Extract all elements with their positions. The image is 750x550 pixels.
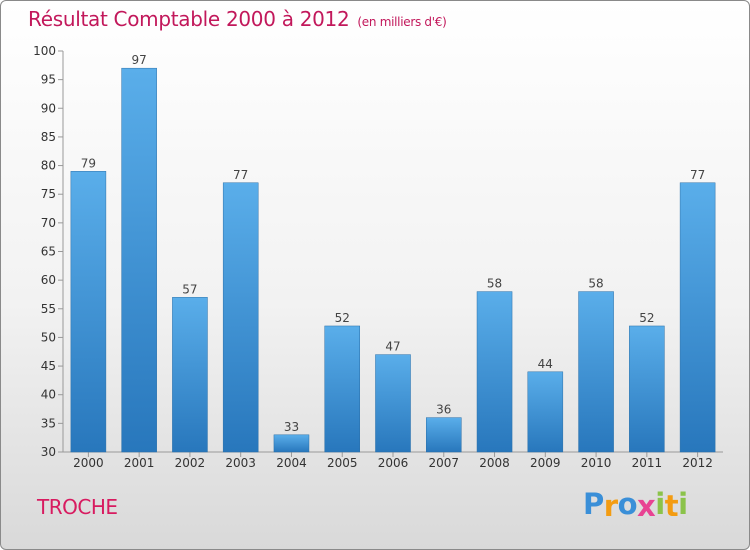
- value-label-2003: 77: [233, 168, 248, 182]
- chart-title-text: Résultat Comptable 2000 à 2012: [28, 7, 350, 31]
- bar-2003: [222, 182, 259, 453]
- x-tick-label: 2008: [479, 456, 510, 470]
- value-label-2000: 79: [81, 156, 96, 170]
- x-tick-label: 2007: [428, 456, 459, 470]
- x-tick-label: 2011: [632, 456, 663, 470]
- value-label-2001: 97: [132, 53, 147, 67]
- bar-2005: [324, 325, 360, 453]
- value-label-2012: 77: [690, 168, 705, 182]
- y-tick-label: 45: [41, 359, 56, 373]
- value-label-2004: 33: [284, 420, 299, 434]
- commune-name: TROCHE: [37, 495, 118, 519]
- y-tick-label: 100: [33, 44, 56, 58]
- bar-2000: [70, 171, 107, 453]
- value-label-2007: 36: [436, 403, 451, 417]
- value-label-2006: 47: [385, 340, 400, 354]
- value-label-2011: 52: [639, 311, 654, 325]
- y-tick-label: 95: [41, 73, 56, 87]
- proxiti-logo: Proxiti: [583, 487, 688, 523]
- bar-2002: [172, 297, 208, 453]
- y-tick-label: 70: [41, 216, 56, 230]
- chart-subtitle: (en milliers d'€): [357, 15, 447, 29]
- bar-2001: [121, 67, 157, 453]
- logo-letter: P: [583, 487, 604, 521]
- x-tick-label: 2012: [682, 456, 713, 470]
- y-tick-label: 60: [41, 273, 56, 287]
- value-label-2005: 52: [335, 311, 350, 325]
- chart-title: Résultat Comptable 2000 à 2012 (en millie…: [28, 7, 447, 31]
- value-label-2002: 57: [182, 282, 197, 296]
- y-tick-label: 40: [41, 388, 56, 402]
- logo-letter: r: [603, 489, 618, 523]
- bar-2004: [273, 434, 310, 453]
- chart-value-labels: 79 97 57 77 33 52 47 36 58 44 58 52 77: [81, 53, 706, 434]
- bar-2012: [679, 182, 716, 453]
- y-tick-label: 75: [41, 187, 56, 201]
- value-label-2010: 58: [588, 277, 603, 291]
- chart-axes: 30 35 40 45 50 55 60 65 70 75 80 85 90 95 100 2000 2001 2…: [33, 44, 723, 470]
- x-tick-label: 2006: [378, 456, 409, 470]
- x-tick-label: 2010: [581, 456, 612, 470]
- y-tick-label: 85: [41, 130, 56, 144]
- logo-letter: x: [637, 489, 656, 523]
- bar-2009: [527, 371, 564, 453]
- y-tick-label: 35: [41, 416, 56, 430]
- y-tick-label: 50: [41, 330, 56, 344]
- chart-bars: [70, 67, 716, 453]
- x-tick-label: 2003: [225, 456, 256, 470]
- x-tick-label: 2009: [530, 456, 561, 470]
- bar-2007: [426, 417, 462, 453]
- x-tick-label: 2004: [276, 456, 307, 470]
- bar-2008: [476, 291, 513, 453]
- x-tick-label: 2005: [327, 456, 358, 470]
- y-tick-label: 80: [41, 159, 56, 173]
- x-tick-label: 2000: [73, 456, 104, 470]
- y-tick-label: 30: [41, 445, 56, 459]
- logo-letter: t: [664, 489, 679, 523]
- x-tick-label: 2002: [175, 456, 206, 470]
- logo-letter: o: [617, 487, 638, 521]
- y-tick-label: 55: [41, 302, 56, 316]
- value-label-2009: 44: [538, 357, 553, 371]
- bar-2011: [629, 325, 665, 453]
- bar-2010: [578, 291, 614, 453]
- y-tick-label: 65: [41, 245, 56, 259]
- y-tick-label: 90: [41, 101, 56, 115]
- x-tick-label: 2001: [124, 456, 155, 470]
- value-label-2008: 58: [487, 277, 502, 291]
- logo-letter: i: [655, 487, 665, 521]
- logo-letter: i: [678, 487, 688, 521]
- bar-2006: [375, 354, 411, 453]
